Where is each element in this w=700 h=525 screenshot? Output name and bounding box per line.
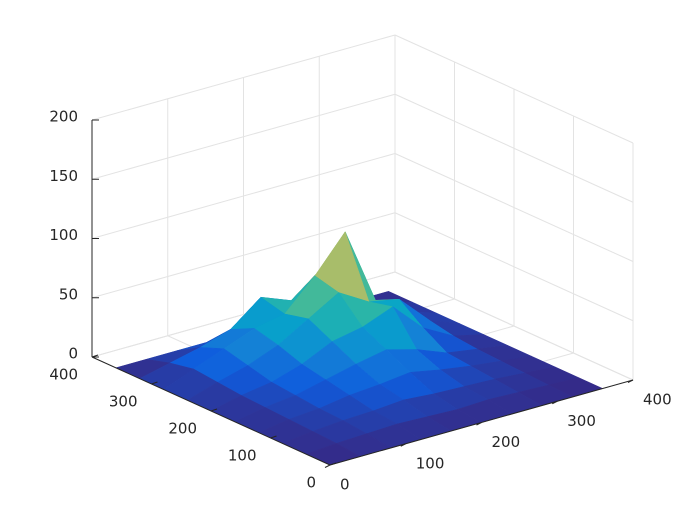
y-tick-label: 0 — [306, 474, 316, 492]
x-tick — [400, 443, 406, 447]
grid-line — [394, 271, 634, 381]
z-tick-label: 50 — [59, 285, 78, 303]
x-tick-label: 300 — [567, 412, 596, 430]
z-tick-label: 200 — [49, 108, 78, 126]
y-tick-label: 100 — [228, 447, 257, 465]
x-tick-label: 200 — [492, 433, 521, 451]
grid-line — [91, 34, 396, 121]
y-tick-label: 400 — [49, 366, 78, 384]
x-tick-label: 100 — [416, 454, 445, 472]
x-tick — [627, 379, 634, 383]
grid-line — [91, 93, 396, 180]
z-tick-label: 0 — [68, 345, 78, 363]
y-tick-label: 300 — [109, 393, 138, 411]
x-tick — [552, 400, 558, 405]
x-tick — [324, 464, 331, 468]
grid-line — [394, 93, 634, 203]
z-tick-label: 150 — [49, 167, 78, 185]
grid-line — [394, 212, 634, 322]
y-tick-label: 200 — [168, 420, 197, 438]
y-tick — [210, 408, 218, 412]
grid-line — [91, 153, 396, 239]
grid-line — [91, 212, 396, 299]
z-tick-label: 100 — [49, 226, 78, 244]
x-tick-label: 400 — [643, 391, 672, 409]
x-tick-label: 0 — [340, 476, 350, 494]
y-tick — [151, 381, 158, 385]
y-tick — [270, 435, 277, 439]
grid-line — [394, 34, 634, 144]
x-tick — [476, 422, 482, 426]
grid-line — [394, 153, 634, 262]
y-tick — [329, 462, 337, 466]
